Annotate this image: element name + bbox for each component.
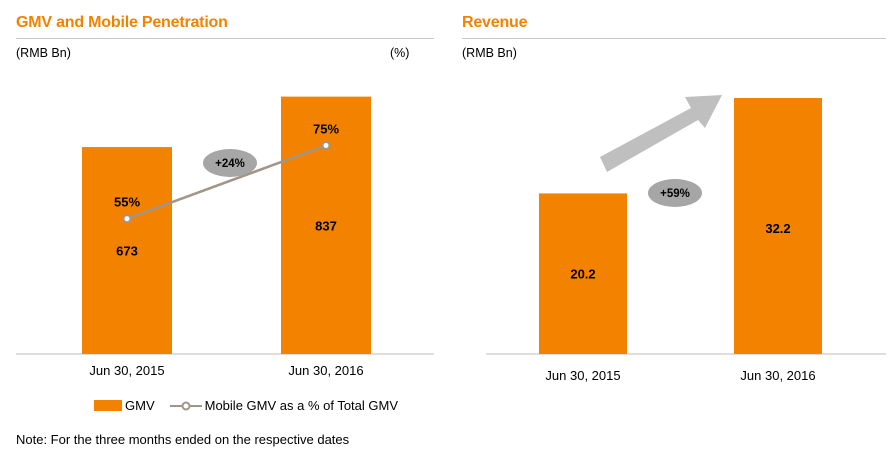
revenue-unit-label: (RMB Bn) — [462, 46, 517, 60]
revenue-x-tick-label: Jun 30, 2016 — [740, 368, 815, 383]
mobile-legend-icon — [169, 401, 202, 410]
revenue-growth-bubble — [648, 179, 702, 207]
mobile-penetration-line — [126, 144, 327, 220]
gmv-legend-label: GMV — [125, 398, 155, 413]
gmv-x-tick-label: Jun 30, 2016 — [288, 363, 363, 378]
mobile-penetration-label: 75% — [313, 122, 339, 137]
gmv-chart: 673 Jun 30, 2015 837 Jun 30, 2016 55% 75% +24% — [16, 96, 434, 378]
revenue-growth-label: +59% — [660, 188, 690, 200]
revenue-bar-value: 20.2 — [570, 267, 595, 282]
gmv-title-rule — [16, 38, 434, 39]
revenue-bar-value: 32.2 — [765, 221, 790, 236]
gmv-x-tick-label: Jun 30, 2015 — [89, 363, 164, 378]
mobile-legend-label: Mobile GMV as a % of Total GMV — [204, 398, 399, 413]
revenue-chart: 20.2 Jun 30, 2015 32.2 Jun 30, 2016 +59% — [486, 95, 886, 383]
revenue-bar — [734, 98, 822, 354]
mobile-penetration-label: 55% — [114, 195, 140, 210]
footnote: Note: For the three months ended on the … — [16, 432, 350, 447]
gmv-bar — [281, 96, 371, 354]
gmv-bar-value: 837 — [315, 218, 337, 233]
revenue-chart-title: Revenue — [462, 14, 528, 31]
revenue-title-rule — [462, 38, 886, 39]
gmv-growth-label: +24% — [215, 158, 245, 170]
gmv-legend-swatch — [94, 400, 122, 411]
percent-unit-label: (%) — [390, 46, 410, 60]
gmv-bar-value: 673 — [116, 244, 138, 259]
gmv-legend: GMV Mobile GMV as a % of Total GMV — [94, 398, 398, 413]
revenue-growth-arrow — [600, 95, 722, 172]
gmv-chart-title: GMV and Mobile Penetration — [16, 14, 228, 31]
revenue-x-tick-label: Jun 30, 2015 — [545, 368, 620, 383]
mobile-penetration-point — [122, 214, 132, 224]
gmv-growth-bubble — [203, 149, 257, 177]
mobile-penetration-point — [321, 141, 331, 150]
gmv-bar — [82, 147, 172, 354]
revenue-bar — [539, 193, 627, 354]
gmv-unit-label: (RMB Bn) — [16, 46, 71, 60]
